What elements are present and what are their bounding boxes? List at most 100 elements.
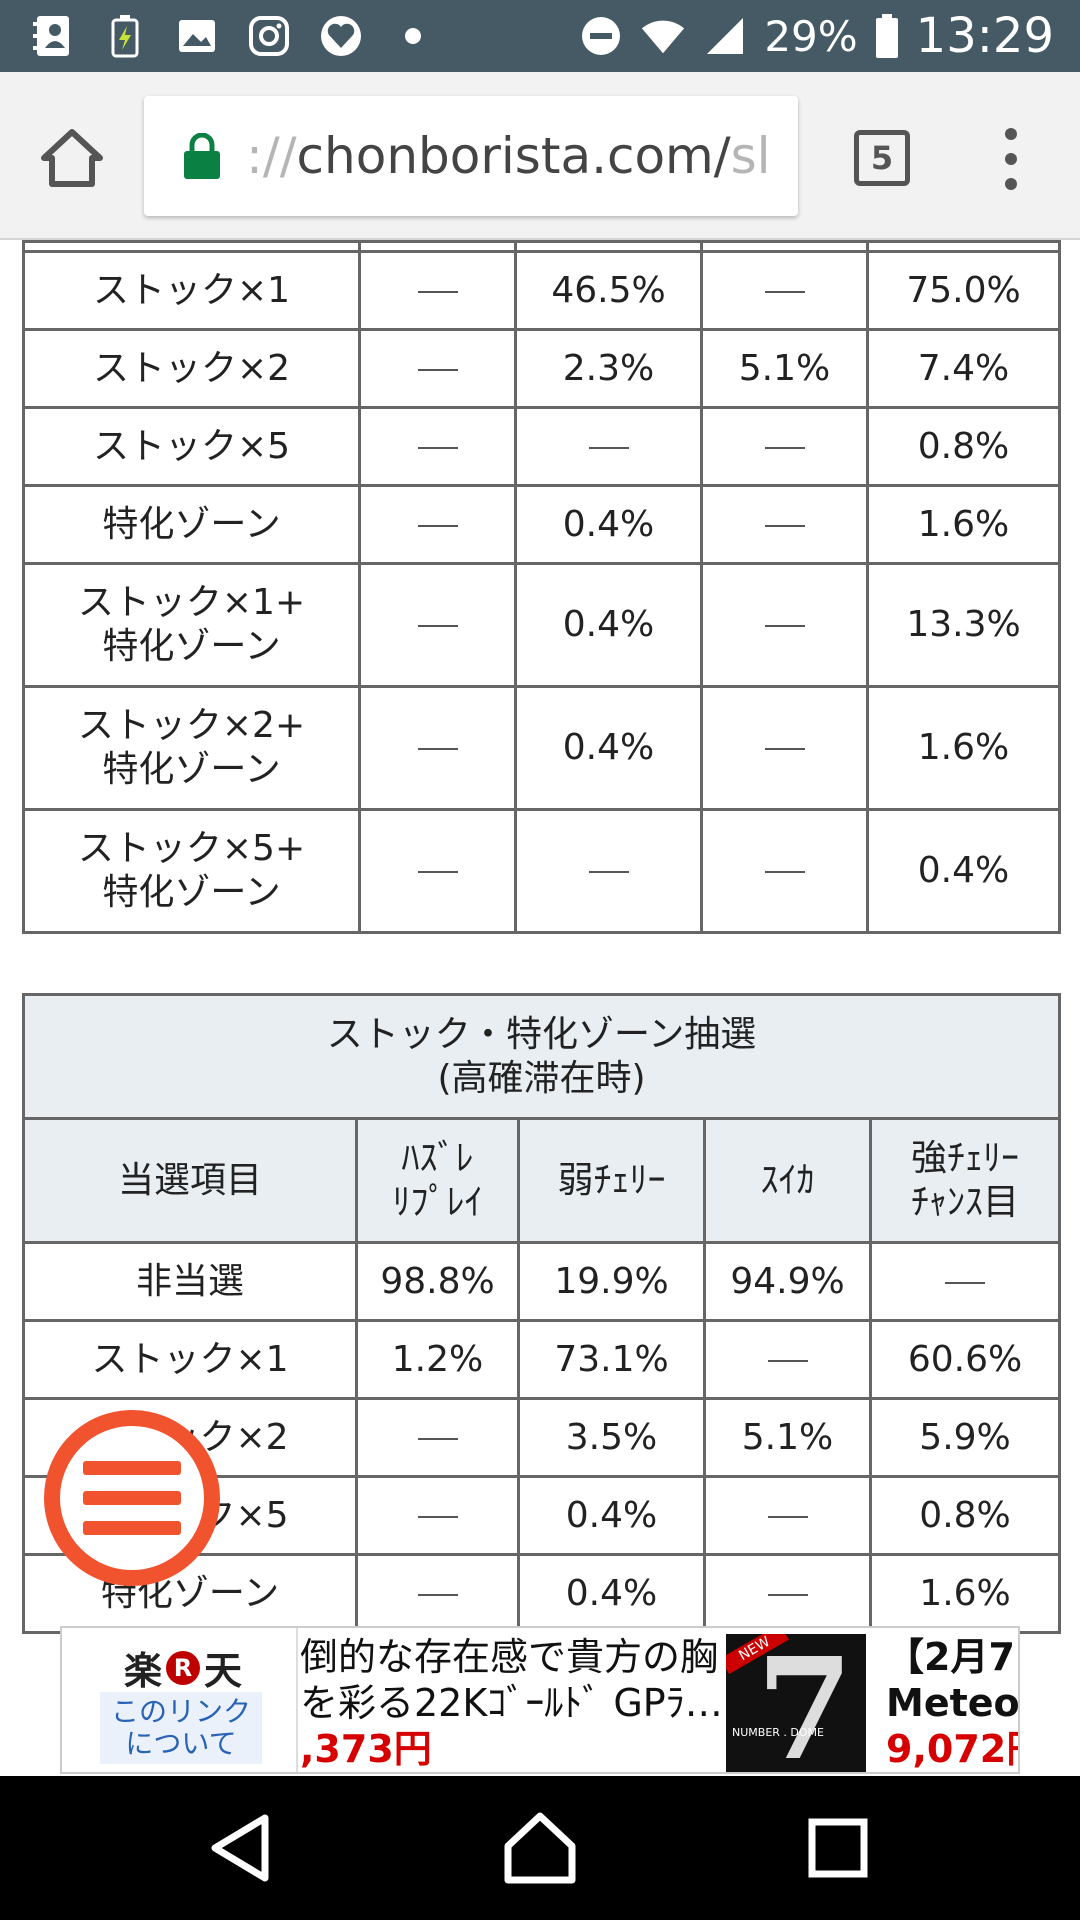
hamburger-icon-bar [83,1521,181,1535]
home-nav-icon[interactable] [502,1810,578,1886]
gallery-icon [174,13,220,59]
table-cell [355,1553,520,1634]
table-cell: 60.6% [868,1319,1062,1400]
table-cell: 1.6% [866,685,1061,811]
table-cell: 5.1% [703,1397,872,1478]
table-cell: 5.1% [700,328,869,409]
table-cell: 94.9% [703,1241,872,1322]
row-label: ストック×1 [22,1319,358,1400]
table-cell [700,250,869,331]
column-header: ｽｲｶ [703,1117,872,1244]
table-cell [514,406,703,487]
table-cell [868,1241,1062,1322]
column-header: 弱ﾁｪﾘｰ [517,1117,706,1244]
hamburger-icon-bar [83,1491,181,1505]
table-cell [355,1475,520,1556]
table-title: ストック・特化ゾーン抽選 (高確滞在時) [21,993,1062,1120]
back-icon[interactable] [203,1810,279,1886]
signal-icon [702,13,748,59]
table-title-row: ストック・特化ゾーン抽選 (高確滞在時) [21,993,1062,1120]
table-row: ストック×2+ 特化ゾーン 0.4% 1.6% [22,685,1061,811]
overflow-menu-icon[interactable] [996,124,1026,194]
table-row: ストック×5 0.8% [22,406,1061,487]
clock: 13:29 [915,8,1054,64]
floating-menu-button[interactable] [44,1410,220,1586]
table-cell: 3.5% [517,1397,706,1478]
table-cell [703,1553,872,1634]
browser-toolbar: ://chonborista.com/sl 5 [0,72,1080,240]
table-cell: 0.4% [866,808,1061,934]
battery-icon [874,13,900,59]
table-cell: 0.4% [514,685,703,811]
ad-product-text[interactable]: 倒的な存在感で貴方の胸 を彩る22Kｺﾞｰﾙﾄﾞ GPﾗ… ,373円 [300,1634,770,1772]
battery-saver-icon [102,13,148,59]
ad-product-image[interactable]: 7 NEW NUMBER . DOME [726,1634,866,1772]
dot-icon [390,13,436,59]
table-cell: 1.6% [866,484,1061,565]
table-cell [700,406,869,487]
home-icon[interactable] [40,126,104,190]
row-label: ストック×1+ 特化ゾーン [22,562,361,688]
table-cell: 46.5% [514,250,703,331]
table-cell [358,562,517,688]
table-cell [358,406,517,487]
row-label: 特化ゾーン [22,1553,358,1634]
table-row: 特化ゾーン 0.4% 1.6% [22,484,1061,565]
hamburger-icon-bar [83,1461,181,1475]
row-label: ストック×2+ 特化ゾーン [22,685,361,811]
row-label: ストック×5+ 特化ゾーン [22,808,361,934]
column-header: ﾊｽﾞﾚ ﾘﾌﾟﾚｲ [355,1117,520,1244]
table-cell: 0.4% [517,1553,706,1634]
table-cell [358,685,517,811]
recents-icon[interactable] [800,1810,876,1886]
table-cell: 0.4% [517,1475,706,1556]
heart-app-icon [318,13,364,59]
do-not-disturb-icon [578,13,624,59]
ad-price-2: 9,072円 [886,1727,1018,1771]
tab-switcher-button[interactable]: 5 [854,130,910,186]
table-cell [703,1319,872,1400]
table-header-row: 当選項目 ﾊｽﾞﾚ ﾘﾌﾟﾚｲ 弱ﾁｪﾘｰ ｽｲｶ 強ﾁｪﾘｰ ﾁｬﾝｽ目 [22,1117,1062,1244]
table-cell: 7.4% [866,328,1061,409]
table-cell [355,1397,520,1478]
column-header: 強ﾁｪﾘｰ ﾁｬﾝｽ目 [868,1117,1062,1244]
table-row [22,240,1061,253]
battery-percent: 29% [764,11,858,61]
url-bar[interactable]: ://chonborista.com/sl [144,96,798,216]
table-cell: 5.9% [868,1397,1062,1478]
table-cell: 1.2% [355,1319,520,1400]
ad-product-text-2[interactable]: 【2月7日 Meteor 9,072円 [886,1634,1018,1772]
url-text: ://chonborista.com/sl [246,127,771,185]
table-cell [358,484,517,565]
status-bar: 29% 13:29 [0,0,1080,72]
table-row: ストック×2 2.3% 5.1% 7.4% [22,328,1061,409]
contacts-icon [30,13,76,59]
table-cell [700,562,869,688]
table-cell [700,808,869,934]
table-cell [358,328,517,409]
column-header: 当選項目 [22,1117,358,1244]
table-cell [700,685,869,811]
navigation-bar [0,1776,1080,1920]
row-label: ストック×2 [22,328,361,409]
table-cell: 0.8% [868,1475,1062,1556]
table-cell [358,808,517,934]
table-cell: 0.4% [514,562,703,688]
row-label: 非当選 [22,1241,358,1322]
stock-table-low: ストック×1 46.5% 75.0% ストック×2 2.3% 5.1% 7.4%… [22,240,1061,934]
ad-info-link[interactable]: このリンク について [100,1692,262,1764]
table-cell: 1.6% [868,1553,1062,1634]
table-cell: 73.1% [517,1319,706,1400]
table-row: ストック×5+ 特化ゾーン 0.4% [22,808,1061,934]
row-label: ストック×5 [22,406,361,487]
table-cell [358,250,517,331]
table-row: ストック×1 46.5% 75.0% [22,250,1061,331]
table-cell: 75.0% [866,250,1061,331]
table-cell: 98.8% [355,1241,520,1322]
row-label: ストック×1 [22,250,361,331]
table-cell: 19.9% [517,1241,706,1322]
